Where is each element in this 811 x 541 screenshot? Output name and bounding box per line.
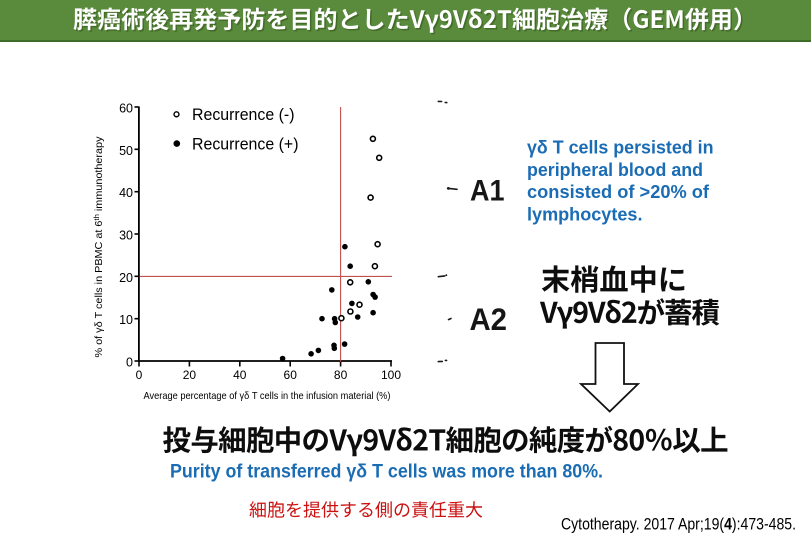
svg-text:consisted of >20% of: consisted of >20% of xyxy=(527,181,710,202)
svg-text:0: 0 xyxy=(136,368,143,382)
svg-text:Recurrence (-): Recurrence (-) xyxy=(192,106,295,124)
svg-text:20: 20 xyxy=(119,271,133,285)
svg-text:γδ T cells persisted in: γδ T cells persisted in xyxy=(527,137,714,158)
svg-text:30: 30 xyxy=(119,229,133,243)
svg-text:A1: A1 xyxy=(470,175,505,208)
svg-text:20: 20 xyxy=(183,368,197,382)
svg-text:Recurrence (+): Recurrence (+) xyxy=(192,136,299,154)
svg-text:Average percentage of γδ T cel: Average percentage of γδ T cells in the … xyxy=(144,390,391,402)
svg-text:Cytotherapy. 2017 Apr;19(4):47: Cytotherapy. 2017 Apr;19(4):473-485. xyxy=(561,515,796,534)
svg-text:100: 100 xyxy=(381,368,401,382)
svg-text:peripheral blood and: peripheral blood and xyxy=(527,159,703,180)
svg-text:80: 80 xyxy=(334,368,348,382)
svg-text:0: 0 xyxy=(126,356,133,370)
svg-text:Purity of transferred γδ T cel: Purity of transferred γδ T cells was mor… xyxy=(170,461,603,483)
svg-text:lymphocytes.: lymphocytes. xyxy=(527,203,643,224)
svg-text:60: 60 xyxy=(119,102,133,116)
svg-text:40: 40 xyxy=(119,186,133,200)
svg-text:40: 40 xyxy=(233,368,247,382)
svg-text:10: 10 xyxy=(119,313,133,327)
svg-text:A2: A2 xyxy=(470,301,508,337)
svg-text:% of γδ T cells in PBMC at 6th: % of γδ T cells in PBMC at 6th immunothe… xyxy=(92,136,105,358)
svg-text:60: 60 xyxy=(284,368,298,382)
svg-text:50: 50 xyxy=(119,144,133,158)
